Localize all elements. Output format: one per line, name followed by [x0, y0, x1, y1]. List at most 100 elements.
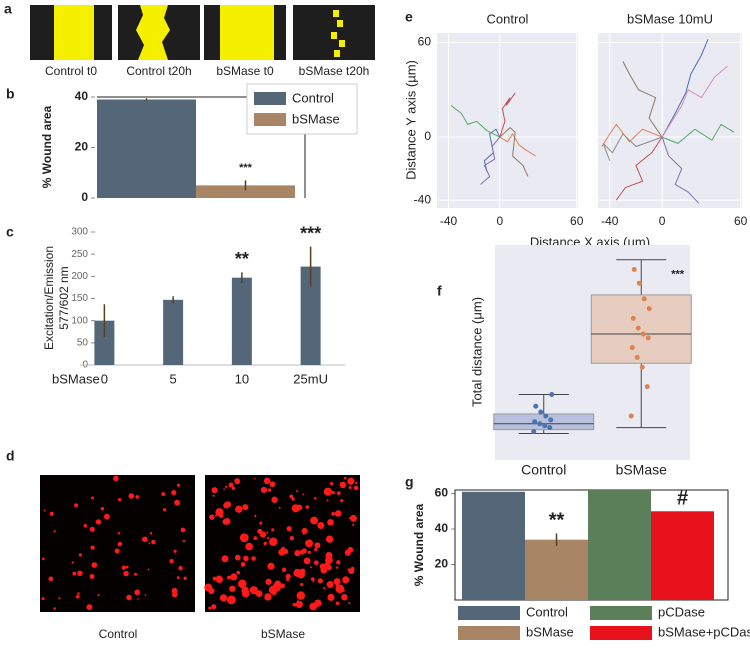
fluorescent-spot	[312, 580, 315, 583]
fluorescent-spot	[174, 499, 181, 506]
fluorescent-spot	[305, 505, 310, 509]
fluorescent-spot	[91, 562, 98, 568]
fluorescent-spot	[310, 566, 313, 569]
y-tick-label: 20	[435, 557, 449, 571]
fluorescent-spot	[212, 494, 215, 497]
fluorescent-spot	[343, 476, 347, 480]
fluorescent-spot	[169, 559, 174, 564]
track	[499, 92, 516, 138]
fluorescent-spot	[313, 560, 319, 566]
data-point	[635, 325, 641, 331]
fluorescent-spot	[226, 595, 236, 605]
fluorescent-spot	[327, 519, 334, 526]
fluorescent-spot	[212, 576, 217, 581]
fluorescent-spot	[348, 486, 352, 489]
fluorescent-spot	[125, 565, 129, 569]
fluorescent-spot	[208, 587, 215, 595]
fluorescent-spot	[215, 575, 223, 584]
track	[661, 65, 728, 138]
image-label: Control t20h	[126, 64, 191, 78]
wound-mask	[333, 10, 339, 17]
fluorescent-spot	[53, 607, 56, 610]
fluorescent-spot	[286, 578, 290, 582]
fluorescent-spot	[260, 486, 268, 494]
x-tick-label: 0	[659, 214, 666, 228]
fluorescent-spot	[301, 527, 308, 535]
fluorescent-spot	[230, 573, 238, 581]
fluorescent-spot	[219, 594, 228, 602]
fluorescent-spot	[134, 589, 141, 596]
fluorescent-spot	[341, 593, 348, 601]
fluorescent-spot	[335, 601, 340, 606]
box	[493, 413, 595, 431]
bar	[97, 99, 196, 198]
y-axis-label: 577/602 nm	[57, 266, 71, 329]
fluorescent-spot	[78, 553, 82, 557]
data-point	[537, 421, 543, 427]
significance-label: ***	[300, 223, 321, 243]
fluorescent-spot	[225, 485, 228, 488]
fluorescent-spot	[245, 542, 254, 551]
fluorescent-spot	[240, 562, 246, 567]
fluorescent-spot	[176, 483, 181, 487]
y-tick-label: -40	[414, 192, 432, 206]
fluorescent-spot	[77, 570, 83, 577]
fluorescent-spot	[117, 531, 121, 535]
x-tick-label: 0	[101, 371, 108, 386]
fluorescent-spot	[173, 549, 177, 553]
fluorescent-spot	[342, 576, 350, 584]
fluorescent-spot	[113, 475, 119, 482]
fluorescent-spot	[299, 549, 305, 555]
fluorescent-spot	[97, 594, 100, 597]
x-tick-label: 60	[734, 214, 748, 228]
fluorescent-spot	[253, 536, 258, 541]
bar	[163, 299, 184, 365]
fluorescent-spot	[340, 499, 344, 503]
fluorescent-spot	[326, 564, 332, 571]
fluorescent-spot	[229, 585, 236, 592]
fluorescent-spot	[163, 508, 167, 512]
data-point	[629, 345, 635, 351]
fluorescent-spot	[314, 547, 318, 552]
data-point	[644, 384, 650, 390]
fluorescent-spot	[289, 536, 294, 541]
fluorescent-spot	[327, 593, 335, 601]
fluorescent-spot	[331, 490, 335, 495]
fluorescent-spot	[114, 548, 120, 554]
fluorescent-spot	[309, 602, 318, 611]
fluorescent-spot	[123, 570, 129, 577]
y-tick-label: 250	[71, 249, 88, 260]
fluorescent-spot	[348, 602, 351, 605]
legend-label: Control	[526, 604, 568, 619]
y-tick-label: 300	[71, 227, 88, 238]
fluorescent-spot	[314, 542, 321, 549]
fluorescent-spot	[317, 578, 323, 584]
y-tick-label: 40	[75, 89, 89, 103]
significance-label: **	[235, 249, 249, 269]
bar	[525, 539, 588, 600]
bar	[196, 185, 295, 198]
fluorescent-spot	[350, 566, 355, 571]
image-label: bSMase	[261, 627, 305, 641]
data-point	[628, 413, 634, 419]
fluorescent-spot	[267, 488, 272, 492]
fluorescent-spot	[151, 539, 156, 545]
fluorescent-spot	[286, 526, 292, 532]
fluorescent-spot	[53, 530, 56, 533]
data-point	[548, 417, 554, 423]
data-point	[634, 354, 640, 360]
fluorescent-spot	[258, 528, 262, 532]
y-axis-label: Excitation/Emission	[42, 246, 56, 350]
fluorescent-spot	[303, 557, 311, 565]
fluorescent-spot	[263, 541, 267, 546]
fluorescent-spot	[171, 489, 177, 496]
fluorescent-spot	[292, 602, 297, 607]
data-point	[533, 403, 539, 409]
fluorescent-spot	[236, 570, 241, 575]
y-tick-label: 200	[71, 271, 88, 282]
fluorescent-spot	[336, 560, 341, 565]
fluorescent-spot	[147, 568, 150, 571]
image-label: bSMase t20h	[299, 64, 370, 78]
fluorescent-spot	[171, 587, 178, 594]
legend-label: bSMase+pCDase	[658, 624, 750, 639]
